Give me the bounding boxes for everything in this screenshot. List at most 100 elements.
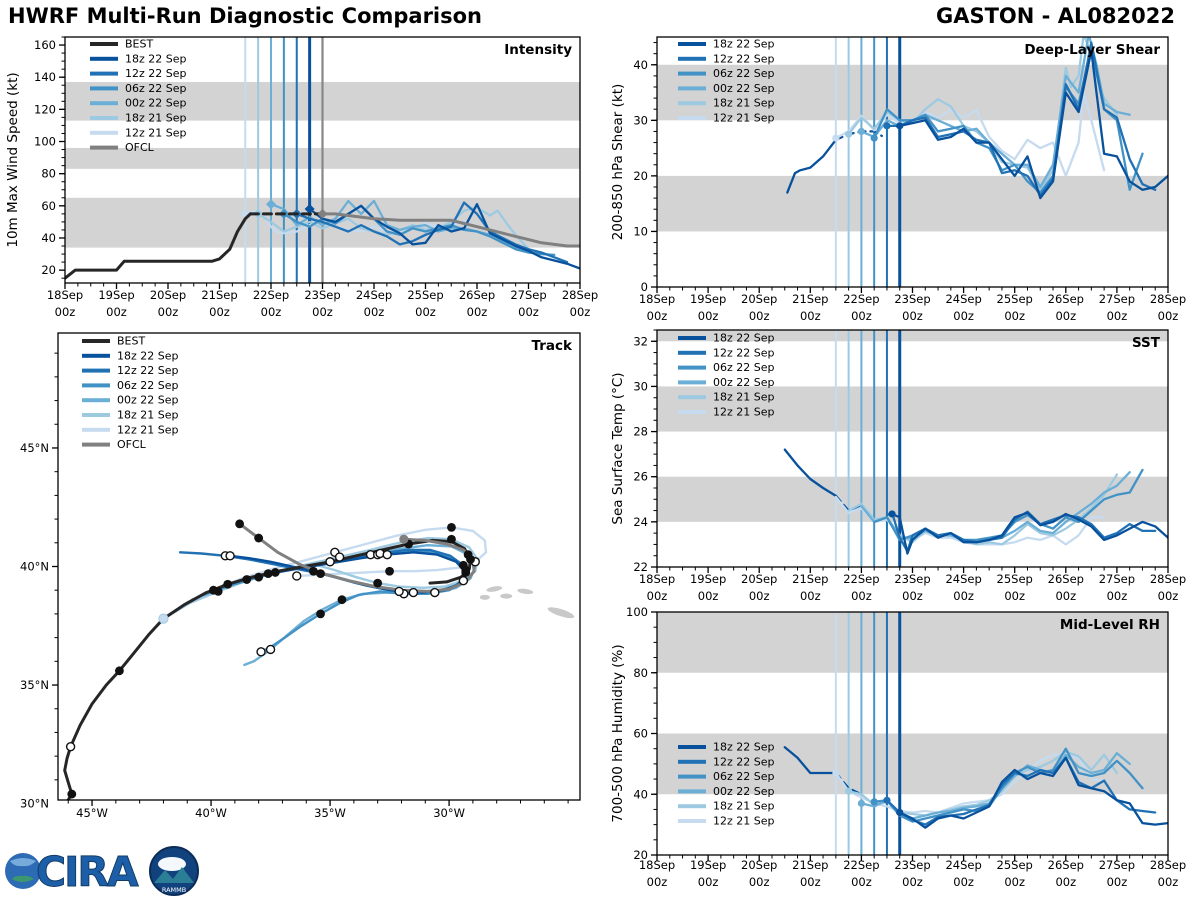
track-point-filled xyxy=(316,569,325,579)
plot-frame xyxy=(64,36,581,284)
series-group xyxy=(783,746,1168,829)
legend-label: 18z 21 Sep xyxy=(117,409,179,422)
x-tick-hour: 00z xyxy=(953,309,974,323)
x-tick-label: 22Sep xyxy=(843,572,879,586)
x-tick-hour: 00z xyxy=(158,305,179,319)
x-tick-hour: 00z xyxy=(749,589,770,603)
x-tick-hour: 00z xyxy=(1004,309,1025,323)
x-tick-label: 25Sep xyxy=(997,292,1033,306)
x-tick-hour: 00z xyxy=(1055,875,1076,889)
panel-intensity: 18Sep 00z 19Sep 00z 20Sep 00z 21Sep 00z 22Sep 00z… xyxy=(5,36,598,319)
init-marker xyxy=(845,787,853,795)
x-tick-hour: 00z xyxy=(698,589,719,603)
legend-label: 12z 22 Sep xyxy=(117,364,179,377)
legend-swatch xyxy=(678,101,706,106)
y-tick-label: 30 xyxy=(633,379,648,393)
x-tick-label: 45°W xyxy=(76,806,108,820)
y-tick-label: 60 xyxy=(41,199,56,213)
init-marker xyxy=(857,799,866,807)
track-point-open xyxy=(334,552,345,562)
series-18z-22-Sep xyxy=(783,746,838,775)
x-tick-label: 21Sep xyxy=(201,288,237,302)
x-tick-label: 18Sep xyxy=(639,858,675,872)
x-tick-label: 27Sep xyxy=(1099,572,1135,586)
legend-swatch xyxy=(82,442,110,447)
legend-swatch xyxy=(90,145,118,150)
series-12z-22-Sep xyxy=(885,510,1157,553)
x-tick-hour: 00z xyxy=(953,875,974,889)
x-tick-label: 25Sep xyxy=(997,572,1033,586)
legend-label: 18z 22 Sep xyxy=(117,349,179,362)
x-tick-hour: 00z xyxy=(647,875,668,889)
x-tick-label: 25Sep xyxy=(997,858,1033,872)
legend-label: 00z 22 Sep xyxy=(713,785,775,798)
map-content xyxy=(63,519,575,800)
x-tick-hour: 00z xyxy=(902,309,923,323)
legend-swatch xyxy=(678,774,706,779)
x-tick-hour: 00z xyxy=(953,589,974,603)
init-marker xyxy=(832,134,840,142)
legend-label: OFCL xyxy=(125,141,155,154)
legend-label: 06z 22 Sep xyxy=(117,379,179,392)
y-tick-label: 32 xyxy=(633,334,648,348)
legend-swatch xyxy=(678,116,706,120)
y-tick-label: 40 xyxy=(633,787,648,801)
x-tick-label: 24Sep xyxy=(945,292,981,306)
y-tick-label: 30°N xyxy=(20,797,49,811)
x-tick-hour: 00z xyxy=(1107,875,1128,889)
panel-title: Track xyxy=(532,338,573,354)
track-point-open xyxy=(65,741,76,752)
y-axis-label: 10m Max Wind Speed (kt) xyxy=(5,72,21,247)
legend-label: 06z 22 Sep xyxy=(713,770,775,783)
island-landmass xyxy=(500,593,513,599)
legend-swatch xyxy=(90,71,118,76)
x-tick-label: 23Sep xyxy=(894,292,930,306)
x-tick-hour: 00z xyxy=(749,309,770,323)
panel-title: SST xyxy=(1132,335,1161,351)
series-18z-22-Sep xyxy=(890,511,1168,555)
track-BEST xyxy=(63,538,472,800)
series-group xyxy=(65,199,580,280)
x-tick-label: 27Sep xyxy=(1099,292,1135,306)
legend-label: 00z 22 Sep xyxy=(125,97,187,110)
x-tick-hour: 00z xyxy=(647,589,668,603)
y-tick-label: 20 xyxy=(41,263,56,277)
init-marker xyxy=(870,798,878,806)
init-marker xyxy=(888,510,896,518)
x-tick-hour: 00z xyxy=(415,305,436,319)
x-tick-label: 20Sep xyxy=(150,288,186,302)
legend-swatch xyxy=(678,395,706,400)
series-group xyxy=(786,37,1168,200)
category-band xyxy=(657,386,1168,432)
track-point-filled xyxy=(458,560,468,570)
x-tick-label: 22Sep xyxy=(843,292,879,306)
legend-label: 00z 22 Sep xyxy=(713,376,775,389)
storm-title: GASTON - AL082022 xyxy=(935,4,1175,28)
badge-text: RAMMB xyxy=(162,886,186,894)
x-tick-label: 28Sep xyxy=(1150,572,1186,586)
legend-label: BEST xyxy=(125,38,153,51)
x-tick-hour: 00z xyxy=(800,309,821,323)
x-tick-hour: 00z xyxy=(1004,875,1025,889)
track-point-filled xyxy=(337,595,347,605)
series-18z-22-Sep xyxy=(898,756,1168,829)
x-tick-hour: 00z xyxy=(698,309,719,323)
legend-swatch xyxy=(82,368,110,373)
y-tick-label: 40 xyxy=(633,58,648,72)
series-18z-22-Sep xyxy=(898,49,1168,200)
x-tick-label: 18Sep xyxy=(47,288,83,302)
x-tick-label: 30°W xyxy=(433,806,465,820)
category-band xyxy=(657,612,1168,673)
legend-swatch xyxy=(678,350,706,355)
legend-swatch xyxy=(82,398,110,403)
x-tick-label: 19Sep xyxy=(98,288,134,302)
x-tick-hour: 00z xyxy=(312,305,333,319)
track-point-open xyxy=(430,587,440,598)
track-point-filled xyxy=(223,579,233,589)
legend-swatch xyxy=(678,71,706,76)
y-tick-label: 20 xyxy=(633,848,648,862)
track-point-filled xyxy=(373,578,383,588)
logo-text: CIRA xyxy=(36,848,139,896)
